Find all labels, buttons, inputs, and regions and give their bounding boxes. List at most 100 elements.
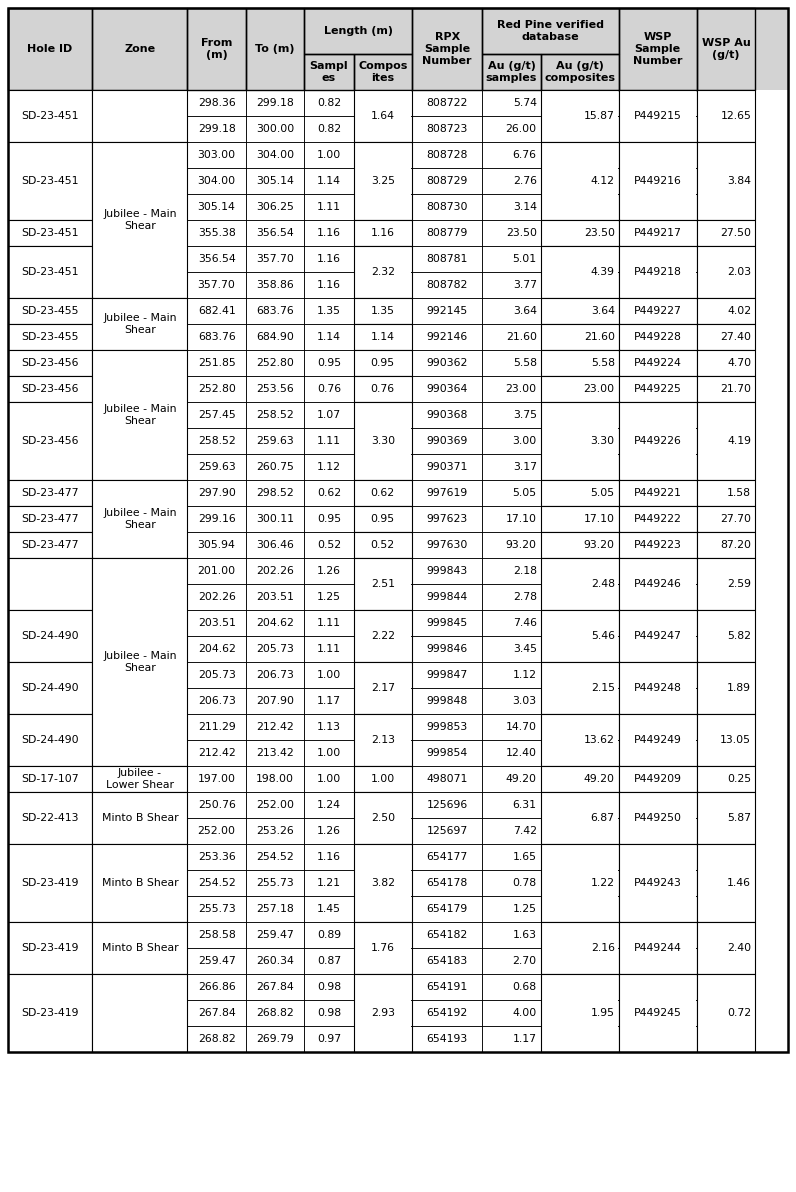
Bar [92, 1026, 187, 1053]
Bar [619, 559, 696, 609]
Text: 2.70: 2.70 [513, 956, 537, 966]
Bar [696, 194, 755, 221]
Bar [8, 221, 92, 246]
Text: 93.20: 93.20 [583, 540, 615, 550]
Text: Jubilee - Main
Shear: Jubilee - Main Shear [103, 508, 177, 529]
Bar [304, 54, 353, 91]
Bar [93, 559, 187, 765]
Text: 2.59: 2.59 [728, 579, 751, 589]
Bar [540, 350, 618, 375]
Text: 0.87: 0.87 [317, 956, 341, 966]
Text: 23.50: 23.50 [583, 228, 615, 238]
Bar [353, 921, 412, 948]
Bar [541, 845, 618, 921]
Bar [482, 948, 540, 974]
Bar [618, 610, 696, 637]
Text: 683.76: 683.76 [197, 333, 236, 342]
Bar [482, 246, 540, 272]
Text: 1.45: 1.45 [317, 904, 341, 914]
Text: 2.32: 2.32 [371, 267, 395, 277]
Bar [618, 298, 696, 324]
Text: 808728: 808728 [427, 150, 468, 160]
Bar [304, 844, 353, 870]
Bar [412, 324, 482, 350]
Text: 0.68: 0.68 [513, 982, 537, 992]
Bar [540, 480, 618, 505]
Text: 49.20: 49.20 [505, 774, 537, 784]
Bar [304, 246, 353, 272]
Bar [540, 375, 618, 402]
Bar [697, 845, 755, 921]
Bar [696, 142, 755, 221]
Bar [696, 142, 755, 168]
Bar [353, 844, 412, 921]
Text: 1.16: 1.16 [317, 280, 341, 290]
Bar [618, 532, 696, 558]
Text: 682.41: 682.41 [197, 306, 236, 316]
Bar [412, 91, 482, 116]
Text: 3.30: 3.30 [371, 436, 395, 446]
Text: 355.38: 355.38 [197, 228, 236, 238]
Text: P449228: P449228 [634, 333, 681, 342]
Bar [354, 663, 412, 713]
Bar [618, 402, 696, 480]
Text: 1.13: 1.13 [317, 722, 341, 732]
Bar [618, 480, 696, 505]
Text: Jubilee -
Lower Shear: Jubilee - Lower Shear [106, 768, 174, 790]
Text: 258.52: 258.52 [256, 410, 294, 420]
Bar [353, 558, 412, 584]
Text: SD-23-419: SD-23-419 [21, 1008, 79, 1018]
Bar [187, 532, 246, 558]
Text: 0.82: 0.82 [317, 98, 341, 108]
Bar [304, 168, 353, 194]
Bar [187, 844, 246, 870]
Bar [9, 221, 92, 246]
Text: 304.00: 304.00 [197, 176, 236, 186]
Text: 990364: 990364 [427, 384, 468, 395]
Text: 205.73: 205.73 [197, 670, 236, 679]
Bar [353, 1000, 412, 1026]
Bar [246, 688, 304, 714]
Bar [540, 584, 618, 610]
Bar [92, 584, 187, 610]
Bar [187, 375, 246, 402]
Text: 211.29: 211.29 [197, 722, 236, 732]
Bar [8, 921, 92, 948]
Bar [246, 1000, 304, 1026]
Bar [619, 221, 696, 246]
Bar [246, 246, 304, 272]
Bar [246, 662, 304, 688]
Bar [540, 714, 618, 766]
Text: 3.45: 3.45 [513, 644, 537, 654]
Bar [482, 766, 540, 791]
Text: 2.48: 2.48 [591, 579, 615, 589]
Bar [696, 974, 755, 1000]
Bar [246, 740, 304, 766]
Bar [696, 116, 755, 142]
Text: 4.12: 4.12 [591, 176, 615, 186]
Bar [412, 1000, 482, 1026]
Bar [412, 844, 482, 870]
Bar [412, 272, 482, 298]
Bar [541, 975, 618, 1051]
Bar [696, 766, 755, 791]
Bar [8, 142, 92, 168]
Text: 203.51: 203.51 [197, 617, 236, 628]
Text: 300.11: 300.11 [256, 514, 295, 524]
Bar [697, 714, 755, 765]
Text: 5.87: 5.87 [728, 813, 751, 822]
Text: 808722: 808722 [427, 98, 468, 108]
Bar [92, 142, 187, 168]
Bar [696, 948, 755, 974]
Bar [187, 896, 246, 921]
Text: P449215: P449215 [634, 111, 681, 122]
Text: 1.17: 1.17 [513, 1033, 537, 1044]
Bar [246, 844, 304, 870]
Bar [8, 402, 92, 480]
Bar [353, 532, 412, 558]
Text: 808781: 808781 [427, 254, 468, 263]
Bar [246, 1026, 304, 1053]
Text: P449218: P449218 [634, 267, 681, 277]
Bar [187, 662, 246, 688]
Bar [412, 142, 482, 168]
